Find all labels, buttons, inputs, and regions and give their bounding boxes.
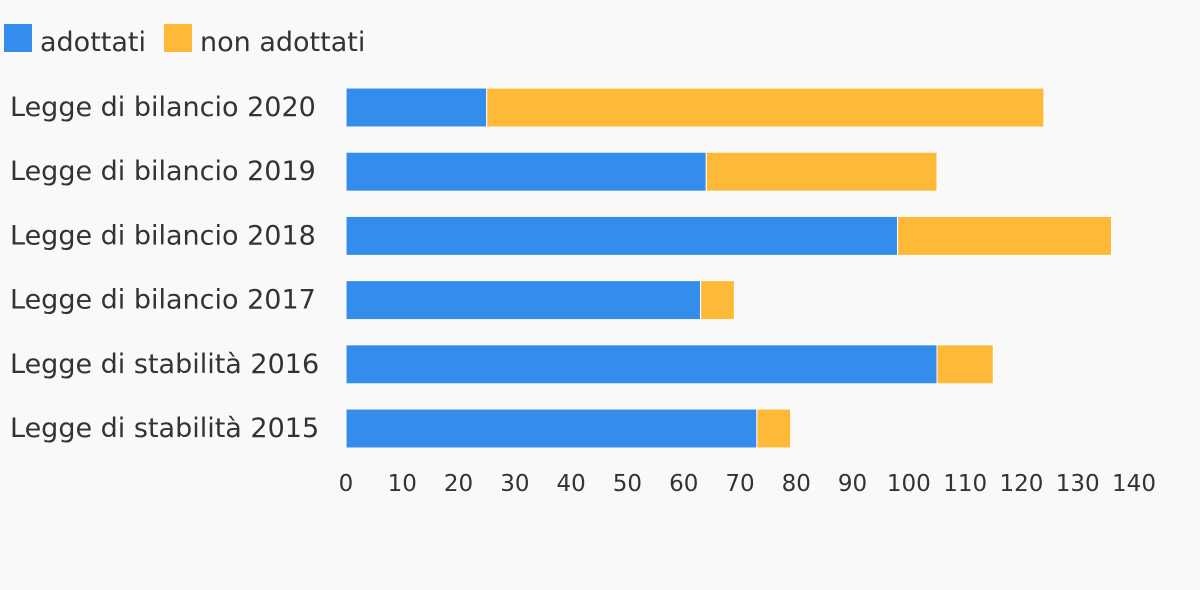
plot-area <box>345 87 1112 449</box>
bar-group-legge-di-bilancio-2019 <box>345 151 938 192</box>
x-tick-label-60: 60 <box>669 471 698 497</box>
x-tick-label-20: 20 <box>444 471 473 497</box>
x-tick-label-90: 90 <box>838 471 867 497</box>
x-tick-label-0: 0 <box>339 471 354 497</box>
bar-adottati-legge-di-bilancio-2018 <box>345 215 899 256</box>
x-tick-label-140: 140 <box>1112 471 1156 497</box>
legend-label-adottati: adottati <box>40 27 146 58</box>
category-axis-labels: Legge di bilancio 2020 Legge di bilancio … <box>10 92 319 444</box>
bar-group-legge-di-stabilita-2015 <box>345 408 792 449</box>
x-tick-label-40: 40 <box>557 471 586 497</box>
legend: adottati non adottati <box>4 24 365 58</box>
bar-non-adottati-legge-di-bilancio-2019 <box>705 151 938 192</box>
category-label-legge-di-bilancio-2017: Legge di bilancio 2017 <box>10 285 316 316</box>
category-label-legge-di-stabilita-2015: Legge di stabilità 2015 <box>10 413 319 444</box>
x-tick-label-130: 130 <box>1056 471 1100 497</box>
legend-swatch-adottati <box>4 24 32 52</box>
legend-label-non-adottati: non adottati <box>200 27 365 58</box>
bar-non-adottati-legge-di-stabilita-2016 <box>936 344 994 385</box>
x-tick-label-120: 120 <box>999 471 1043 497</box>
category-label-legge-di-bilancio-2020: Legge di bilancio 2020 <box>10 92 316 123</box>
x-tick-label-50: 50 <box>613 471 642 497</box>
bar-adottati-legge-di-stabilita-2015 <box>345 408 758 449</box>
x-tick-label-100: 100 <box>887 471 931 497</box>
bar-group-legge-di-stabilita-2016 <box>345 344 994 385</box>
category-label-legge-di-bilancio-2019: Legge di bilancio 2019 <box>10 156 316 187</box>
x-tick-label-10: 10 <box>388 471 417 497</box>
bar-adottati-legge-di-stabilita-2016 <box>345 344 938 385</box>
x-tick-label-70: 70 <box>725 471 754 497</box>
category-label-legge-di-bilancio-2018: Legge di bilancio 2018 <box>10 220 316 251</box>
bar-adottati-legge-di-bilancio-2017 <box>345 280 702 321</box>
x-tick-label-110: 110 <box>943 471 987 497</box>
bar-adottati-legge-di-bilancio-2019 <box>345 151 707 192</box>
bar-group-legge-di-bilancio-2020 <box>345 87 1045 128</box>
bar-group-legge-di-bilancio-2017 <box>345 280 735 321</box>
bar-adottati-legge-di-bilancio-2020 <box>345 87 488 128</box>
x-tick-label-30: 30 <box>500 471 529 497</box>
bar-non-adottati-legge-di-bilancio-2017 <box>700 280 735 321</box>
x-axis-tick-labels: 0 10 20 30 40 50 60 70 80 90 100 110 120 130 140 <box>339 471 1156 497</box>
bar-group-legge-di-bilancio-2018 <box>345 215 1112 256</box>
legend-swatch-non-adottati <box>164 24 192 52</box>
bar-non-adottati-legge-di-stabilita-2015 <box>756 408 792 449</box>
x-tick-label-80: 80 <box>782 471 811 497</box>
bar-non-adottati-legge-di-bilancio-2020 <box>486 87 1045 128</box>
category-label-legge-di-stabilita-2016: Legge di stabilità 2016 <box>10 349 319 380</box>
bar-non-adottati-legge-di-bilancio-2018 <box>897 215 1112 256</box>
